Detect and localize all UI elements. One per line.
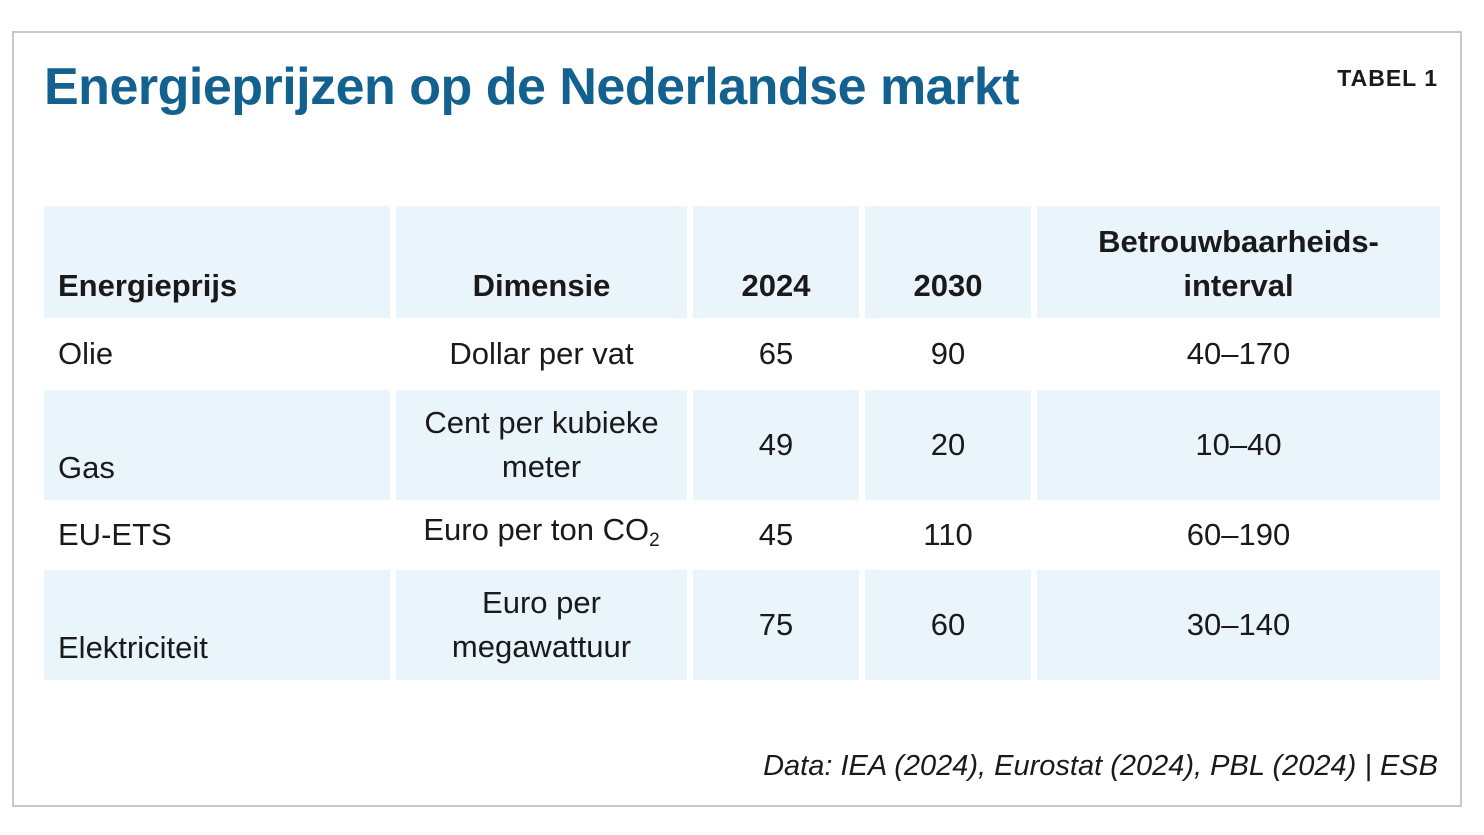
cell-2024: 45 xyxy=(758,517,794,552)
column-header-interval: Betrouwbaarheids- interval xyxy=(1037,206,1440,318)
column-header-interval-line2: interval xyxy=(1183,268,1294,303)
source-note: Data: IEA (2024), Eurostat (2024), PBL (… xyxy=(763,750,1438,782)
cell-2024: 75 xyxy=(693,570,859,680)
cell-2024: 49 xyxy=(693,390,859,500)
table-header-row: Energieprijs Dimensie 2024 2030 Betrouwb… xyxy=(44,206,1440,318)
cell-2030: 60 xyxy=(865,570,1031,680)
cell-energieprijs: Elektriciteit xyxy=(44,570,390,680)
table-row: EU-ETS Euro per ton CO2 45 110 60–190 xyxy=(44,500,1440,570)
cell-interval: 10–40 xyxy=(1037,390,1440,500)
cell-dimensie: Cent per kubieke meter xyxy=(396,390,687,500)
cell-2030: 90 xyxy=(930,336,966,371)
cell-interval: 40–170 xyxy=(1186,336,1291,371)
column-header-interval-line1: Betrouwbaarheids- xyxy=(1098,224,1379,259)
table-row: Olie Dollar per vat 65 90 40–170 xyxy=(44,318,1440,390)
column-header-2024: 2024 xyxy=(693,206,859,318)
cell-interval: 30–140 xyxy=(1037,570,1440,680)
cell-2030: 110 xyxy=(923,517,973,552)
cell-dimensie: Euro per megawattuur xyxy=(396,570,687,680)
column-header-dimensie: Dimensie xyxy=(396,206,687,318)
table-label: TABEL 1 xyxy=(1337,65,1438,91)
cell-2024: 65 xyxy=(758,336,794,371)
energy-price-table: Energieprijs Dimensie 2024 2030 Betrouwb… xyxy=(38,206,1446,680)
cell-dimensie: Dollar per vat xyxy=(449,336,634,371)
column-header-energieprijs: Energieprijs xyxy=(44,206,390,318)
cell-dimensie: Euro per ton CO2 xyxy=(396,500,687,570)
cell-energieprijs: EU-ETS xyxy=(58,517,172,552)
cell-dimensie-text: Euro per ton CO xyxy=(423,511,650,547)
cell-interval: 60–190 xyxy=(1186,517,1291,552)
cell-2030: 20 xyxy=(865,390,1031,500)
cell-energieprijs: Olie xyxy=(58,336,114,371)
cell-energieprijs: Gas xyxy=(44,390,390,500)
column-header-2030: 2030 xyxy=(865,206,1031,318)
table-row: Gas Cent per kubieke meter 49 20 10–40 xyxy=(44,390,1440,500)
table-row: Elektriciteit Euro per megawattuur 75 60… xyxy=(44,570,1440,680)
page-title: Energieprijzen op de Nederlandse markt xyxy=(44,58,1020,116)
cell-dimensie-subscript: 2 xyxy=(649,529,660,551)
